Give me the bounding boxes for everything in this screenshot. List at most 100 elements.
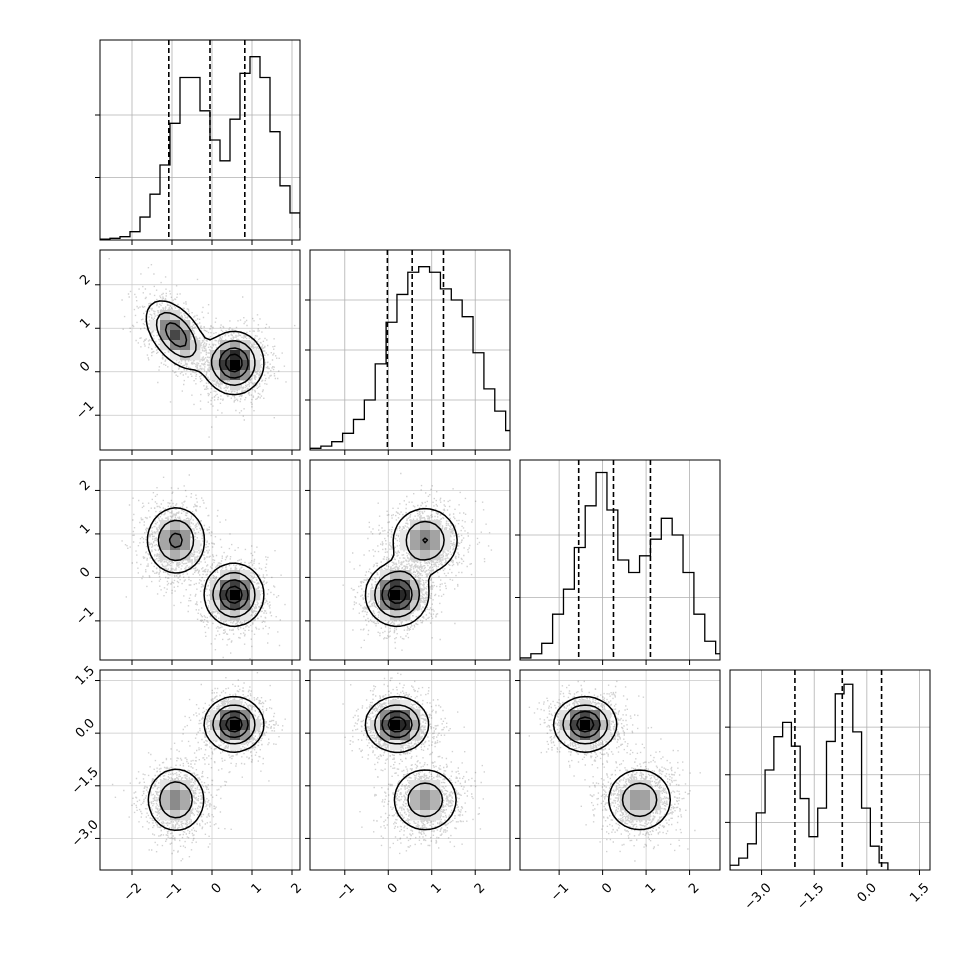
y-tick-label: 0.0 [73, 716, 98, 741]
histogram-step [310, 266, 510, 450]
contour-level-2 [155, 311, 256, 386]
panel-content [730, 670, 930, 870]
density-bin [430, 790, 441, 801]
density-bin [240, 360, 251, 371]
density-bin [180, 320, 191, 331]
density-bin [160, 320, 171, 331]
x-tick-label: 1 [249, 880, 265, 896]
density-bin [210, 350, 221, 361]
panel-1-0 [95, 249, 301, 455]
density-bin [230, 340, 241, 351]
x-tick-label: −1.5 [794, 880, 827, 913]
density-bin [430, 550, 441, 561]
contour-level-2 [159, 704, 256, 819]
density-bin [420, 800, 431, 811]
panel-content [310, 250, 510, 450]
density-bin [250, 350, 261, 361]
panel-content [100, 460, 300, 660]
y-tick-label: −1.5 [69, 765, 102, 798]
density-bin [240, 730, 251, 741]
panel-2-1 [305, 459, 511, 665]
panel-3-2 [515, 669, 721, 875]
x-tick-label: 0.0 [855, 880, 880, 905]
panel-content [520, 460, 720, 660]
density-bin [560, 730, 571, 741]
y-tick-label: −1 [73, 399, 97, 423]
contour-level-3 [168, 532, 249, 611]
contour-level-3 [164, 322, 249, 379]
density-bin [170, 790, 181, 801]
density-bin [390, 600, 401, 611]
density-bin [560, 720, 571, 731]
density-bin [190, 350, 201, 361]
contour-level-3 [381, 537, 429, 611]
density-bin [230, 590, 241, 601]
x-tick-label: 2 [472, 880, 488, 896]
density-bin [170, 810, 181, 821]
density-bin [170, 550, 181, 561]
x-tick-label: −1 [548, 880, 572, 904]
contour-level-4 [387, 585, 407, 604]
density-bin [230, 600, 241, 611]
density-bin [210, 360, 221, 371]
density-bin [410, 580, 421, 591]
density-bin [240, 710, 251, 721]
panel-frame [309, 249, 511, 451]
density-bin [390, 580, 401, 591]
scatter-points [111, 672, 286, 862]
density-bin [220, 580, 231, 591]
panel-content [520, 670, 720, 870]
density-bin [160, 810, 171, 821]
density-bin [230, 730, 241, 741]
density-bin [620, 800, 631, 811]
panel-content [100, 40, 300, 240]
density-bin [390, 590, 401, 601]
density-bin [180, 350, 191, 361]
density-bin [160, 330, 171, 341]
density-bin [180, 800, 191, 811]
contour-level-1 [146, 507, 265, 628]
contour-level-3 [381, 710, 413, 739]
panel-content [310, 460, 510, 660]
contour-level-4 [225, 716, 243, 733]
density-bin [220, 350, 231, 361]
histogram-step [520, 471, 720, 660]
density-bin [420, 550, 431, 561]
density-bin [240, 610, 251, 621]
scatter-points [528, 680, 701, 862]
x-tick-label: 1 [643, 880, 659, 896]
y-tick-label: 0 [77, 359, 93, 375]
density-bin [410, 590, 421, 601]
panel-3-0 [95, 669, 301, 875]
contour-level-4 [576, 716, 595, 733]
density-bin [160, 310, 171, 321]
density-bin [640, 790, 651, 801]
density-bin [150, 320, 161, 331]
contour-level-1 [364, 507, 458, 628]
density-bin [170, 520, 181, 531]
density-bin [170, 540, 181, 551]
density-bin [440, 530, 451, 541]
density-bin [170, 320, 181, 331]
density-bin [180, 530, 191, 541]
density-bin [390, 740, 401, 751]
density-bin [430, 810, 441, 821]
density-bin [220, 600, 231, 611]
histogram-step [100, 56, 300, 240]
density-bin [430, 800, 441, 811]
density-bin [220, 590, 231, 601]
density-bin [420, 780, 431, 791]
density-bin [420, 530, 431, 541]
panel-frame [99, 669, 301, 871]
contour-level-3 [219, 710, 249, 739]
density-bin [420, 810, 431, 821]
contour-level-2 [562, 704, 658, 818]
y-tick-label: 1 [77, 521, 93, 537]
panel-frame [99, 249, 301, 451]
density-bin [630, 790, 641, 801]
panel-content [100, 670, 300, 870]
density-bin [230, 720, 241, 731]
density-bin [230, 580, 241, 591]
contour-level-4 [225, 353, 243, 373]
panel-frame [99, 39, 301, 241]
